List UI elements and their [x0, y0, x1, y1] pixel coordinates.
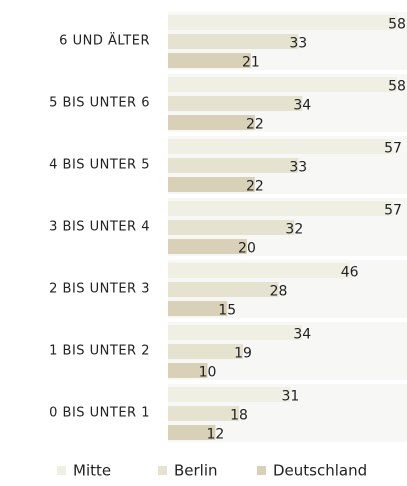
bar — [168, 15, 397, 30]
value-label: 34 — [293, 98, 311, 114]
bar — [168, 220, 295, 235]
value-label: 22 — [246, 117, 264, 133]
value-label: 33 — [289, 36, 307, 52]
value-label: 18 — [230, 408, 248, 424]
value-label: 57 — [384, 141, 402, 157]
bar — [168, 406, 240, 421]
category-label: 0 BIS UNTER 1 — [49, 406, 150, 421]
value-label: 22 — [246, 179, 264, 195]
bar — [168, 34, 299, 49]
bar — [168, 263, 350, 278]
value-label: 19 — [234, 346, 252, 362]
value-label: 20 — [238, 241, 256, 257]
bar — [168, 325, 303, 340]
legend-label: Mitte — [73, 462, 111, 480]
value-label: 31 — [281, 389, 299, 405]
bar — [168, 239, 247, 254]
bar — [168, 387, 291, 402]
legend-label: Berlin — [174, 462, 218, 480]
value-label: 57 — [384, 203, 402, 219]
bar — [168, 115, 255, 130]
value-label: 21 — [242, 55, 260, 71]
bar — [168, 177, 255, 192]
category-label: 5 BIS UNTER 6 — [49, 96, 150, 111]
category-label: 1 BIS UNTER 2 — [49, 344, 150, 359]
category-label: 2 BIS UNTER 3 — [49, 282, 150, 297]
value-label: 46 — [341, 265, 359, 281]
bar — [168, 282, 279, 297]
category-label: 4 BIS UNTER 5 — [49, 158, 150, 173]
value-label: 10 — [199, 365, 217, 381]
bar — [168, 53, 251, 68]
bar — [168, 139, 394, 154]
category-label: 6 UND ÄLTER — [59, 33, 150, 49]
bar — [168, 77, 397, 92]
value-label: 58 — [388, 79, 406, 95]
legend-swatch — [158, 466, 167, 475]
value-label: 32 — [285, 222, 303, 238]
bar — [168, 301, 228, 316]
legend-swatch — [257, 466, 266, 475]
bar — [168, 201, 394, 216]
bar — [168, 425, 216, 440]
category-label: 3 BIS UNTER 4 — [49, 220, 150, 235]
value-label: 12 — [206, 427, 224, 443]
value-label: 15 — [218, 303, 236, 319]
value-label: 34 — [293, 327, 311, 343]
bar — [168, 363, 208, 378]
legend-swatch — [57, 466, 66, 475]
value-label: 58 — [388, 17, 406, 33]
legend-label: Deutschland — [273, 462, 367, 480]
bar — [168, 96, 303, 111]
value-label: 28 — [270, 284, 288, 300]
bar — [168, 158, 299, 173]
value-label: 33 — [289, 160, 307, 176]
bar — [168, 344, 244, 359]
